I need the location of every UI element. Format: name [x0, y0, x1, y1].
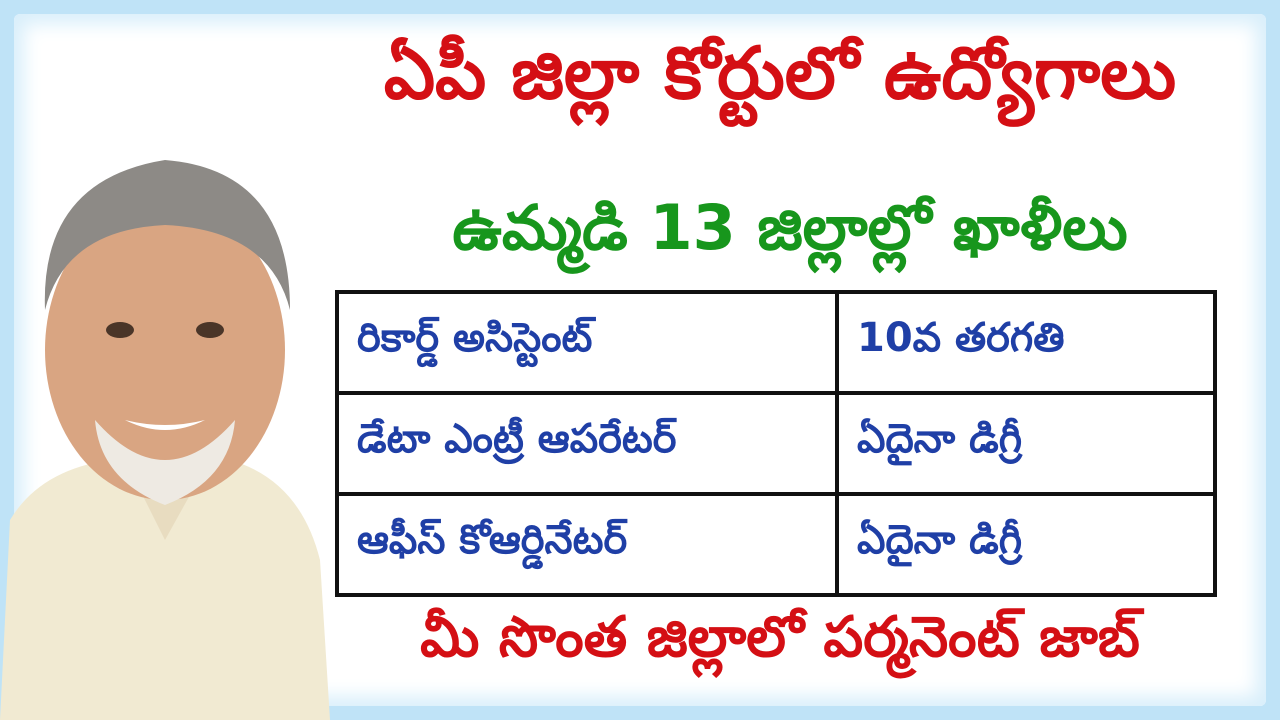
posts-table: రికార్డ్ అసిస్టెంట్ 10వ తరగతి డేటా ఎంట్ర… — [335, 290, 1217, 597]
footer-tagline: మీ సొంత జిల్లాలో పర్మనెంట్ జాబ్ — [420, 605, 1140, 670]
headline-subtitle: ఉమ్మడి 13 జిల్లాల్లో ఖాళీలు — [452, 191, 1128, 264]
table-row: ఆఫీస్ కోఆర్డినేటర్ ఏదైనా డిగ్రీ — [335, 492, 1217, 597]
headline-title: ఏపీ జిల్లా కోర్టులో ఉద్యోగాలు — [383, 31, 1177, 115]
qualification-cell: ఏదైనా డిగ్రీ — [835, 391, 1217, 496]
table-row: రికార్డ్ అసిస్టెంట్ 10వ తరగతి — [335, 290, 1217, 395]
qualification-cell: ఏదైనా డిగ్రీ — [835, 492, 1217, 597]
qualification-cell: 10వ తరగతి — [835, 290, 1217, 395]
person-photo — [0, 160, 330, 720]
post-cell: రికార్డ్ అసిస్టెంట్ — [335, 290, 839, 395]
post-cell: ఆఫీస్ కోఆర్డినేటర్ — [335, 492, 839, 597]
post-cell: డేటా ఎంట్రీ ఆపరేటర్ — [335, 391, 839, 496]
table-row: డేటా ఎంట్రీ ఆపరేటర్ ఏదైనా డిగ్రీ — [335, 391, 1217, 496]
